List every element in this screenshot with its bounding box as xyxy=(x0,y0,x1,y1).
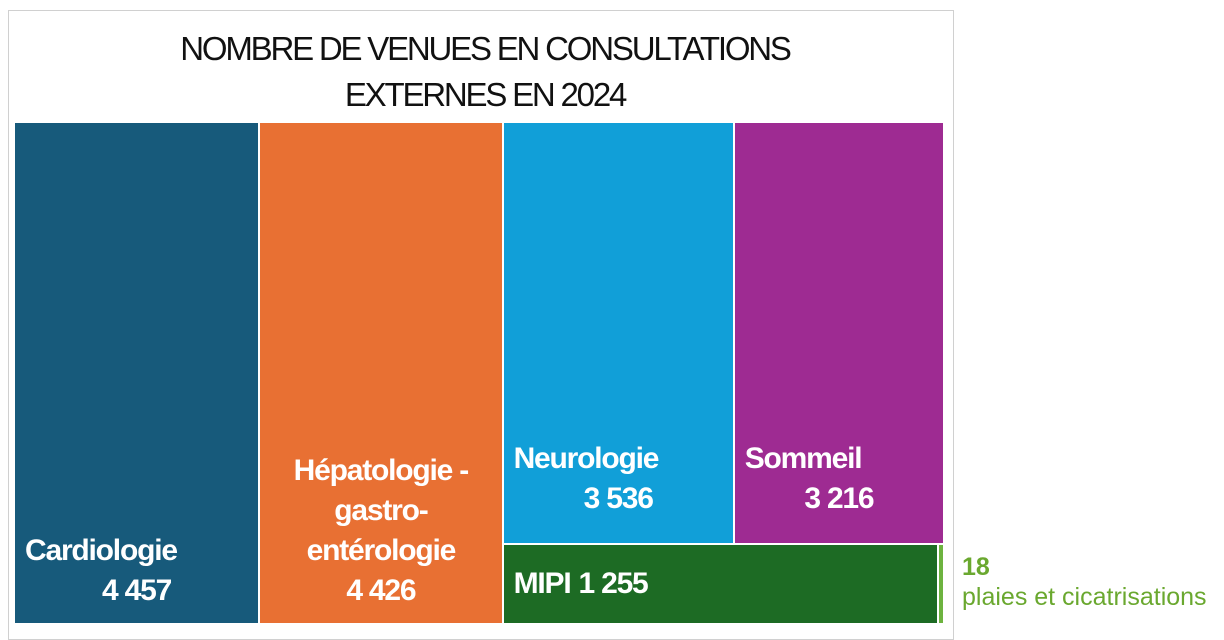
category-label: Neurologie xyxy=(513,442,660,476)
value-label: 3 216 xyxy=(804,482,874,516)
value-label: 3 536 xyxy=(583,482,654,516)
category-label: Sommeil xyxy=(744,442,863,476)
category-label: Cardiologie xyxy=(25,534,178,567)
category-label: plaies et cicatrisations xyxy=(962,583,1207,611)
value-label: 4 426 xyxy=(346,574,416,607)
treemap-cell xyxy=(938,545,943,623)
treemap-cell: Hépatologie - gastro-entérologie 4 426 xyxy=(260,123,502,623)
page: NOMBRE DE VENUES EN CONSULTATIONS EXTERN… xyxy=(8,10,1207,640)
value-label: 18 xyxy=(962,553,990,581)
category-label: Hépatologie - gastro-entérologie xyxy=(293,454,470,567)
category-label: MIPI xyxy=(513,567,572,601)
treemap-cell: Cardiologie 4 457 xyxy=(15,123,259,623)
outside-label: 18 plaies et cicatrisations xyxy=(962,552,1207,612)
treemap-cell: Sommeil 3 216 xyxy=(734,123,943,544)
chart-title: NOMBRE DE VENUES EN CONSULTATIONS EXTERN… xyxy=(180,30,792,113)
value-label: 4 457 xyxy=(102,574,172,607)
treemap-cell: MIPI 1 255 xyxy=(503,545,937,623)
treemap-cell: Neurologie 3 536 xyxy=(503,123,733,544)
value-label: 1 255 xyxy=(578,567,648,601)
